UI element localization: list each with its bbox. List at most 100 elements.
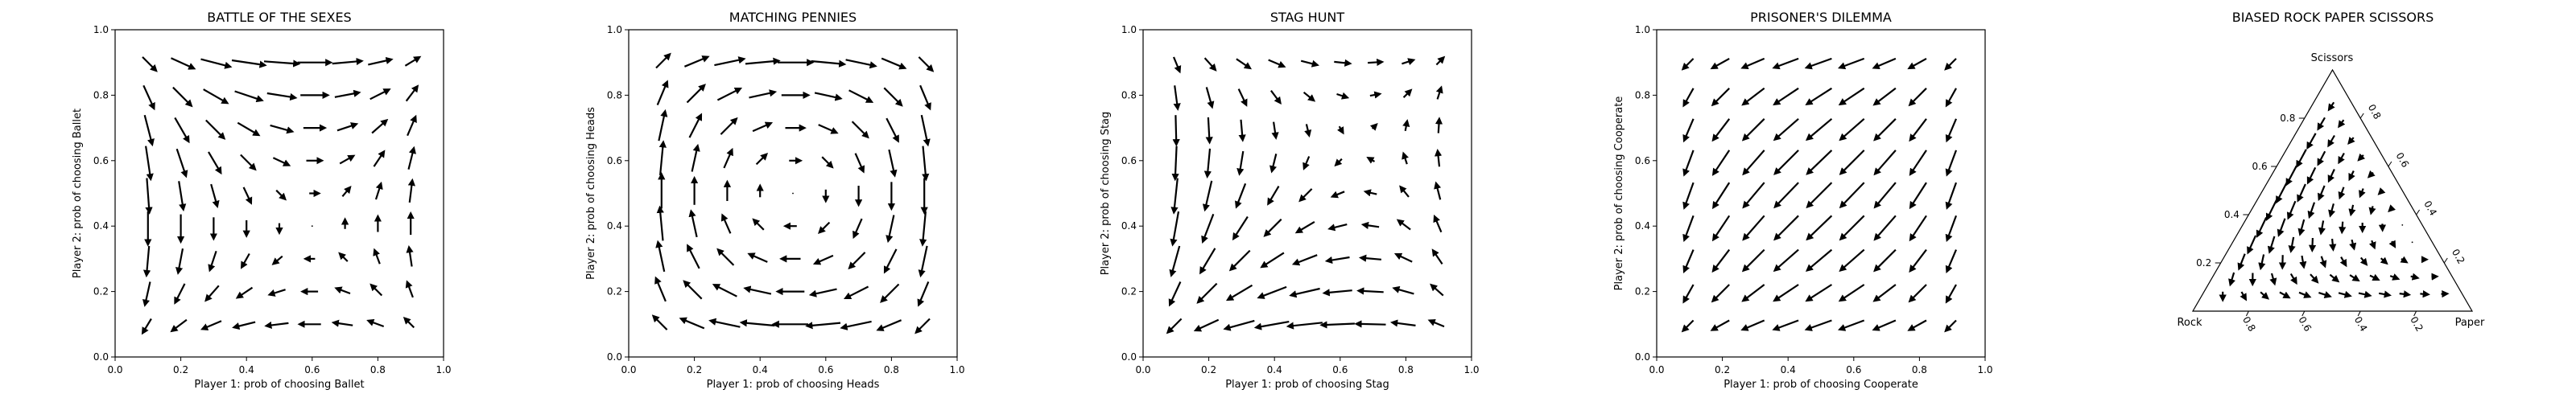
quiver-arrow [656,80,669,106]
quiver-arrow [1806,215,1833,241]
quiver-arrow [1430,283,1444,297]
quiver-arrow [688,113,703,138]
quiver-arrow [1909,248,1927,273]
ternary-arrow [2298,291,2312,298]
ternary-arrow [2358,290,2372,298]
quiver-arrow [1908,88,1927,107]
quiver-arrow [369,88,391,100]
quiver-arrow [204,285,220,302]
ternary-arrow [2319,256,2327,269]
quiver-arrow [311,225,313,228]
panel-3-arrows [1166,55,1446,334]
quiver-arrow [1907,319,1927,331]
quiver-arrow [1873,215,1897,241]
quiver-arrow [1171,146,1179,182]
y-tick-label: 0.2 [93,286,109,297]
quiver-arrow [339,154,356,165]
quiver-arrow [366,318,385,328]
ternary-arrow [2338,152,2345,165]
quiver-arrow [402,316,415,329]
quiver-arrow [688,209,698,238]
quiver-arrow [1682,215,1695,243]
quiver-arrow [175,248,184,275]
quiver-arrow [368,56,394,66]
quiver-arrow [1236,58,1253,70]
quiver-arrow [1435,148,1443,167]
quiver-arrow [1358,254,1381,262]
panel-1-ticks: 0.0 0.2 0.4 0.6 0.8 1.0 0.0 0.2 0.4 0.6 0.8 1.0 [93,24,452,375]
quiver-arrow [888,149,898,178]
ternary-arrow [2328,203,2336,218]
ternary-arrow [2359,188,2366,199]
ternary-arrow [2256,217,2268,238]
x-tick-label: 1.0 [949,364,964,375]
quiver-arrow [1253,321,1290,330]
quiver-arrow [1839,182,1865,209]
quiver-arrow [1399,185,1410,198]
ternary-arrow [2279,291,2291,299]
ternary-arrow [2276,182,2288,204]
quiver-arrow [1805,248,1833,272]
quiver-arrow [1710,319,1730,331]
quiver-arrow [143,114,155,147]
quiver-arrow [1682,118,1695,143]
panel-4-arrows [1681,57,1958,333]
ternary-arrow [2277,218,2286,237]
quiver-arrow [1294,220,1315,234]
quiver-arrow [658,109,668,142]
quiver-arrow [1289,287,1320,298]
quiver-arrow [1322,289,1352,297]
quiver-arrow [1772,57,1799,70]
ternary-arrow [2389,273,2401,281]
quiver-arrow [1773,182,1799,209]
x-tick-label: 0.8 [1398,364,1414,375]
quiver-arrow [200,320,222,330]
panel-2-xlabel: Player 1: prob of choosing Heads [707,379,880,391]
quiver-arrow [1742,182,1765,209]
right-axis-tick-label: 0.6 [2394,150,2412,170]
quiver-arrow [1205,117,1213,145]
quiver-arrow [1773,248,1799,273]
quiver-arrow [1682,182,1695,210]
quiver-arrow [1270,90,1282,105]
ternary-arrow [2260,291,2269,300]
bottom-axis-tick-label: 0.8 [2240,314,2258,334]
quiver-arrow [1368,58,1385,67]
panel-3-title: STAG HUNT [1270,10,1345,25]
quiver-arrow [1740,319,1765,331]
x-tick-label: 0.6 [1332,364,1348,375]
quiver-arrow [1742,150,1765,176]
quiver-arrow [336,122,359,132]
y-tick-label: 0.2 [1635,286,1650,297]
quiver-arrow [687,244,700,269]
right-axis-tick-label: 0.2 [2450,247,2467,266]
panel-4-title: PRISONER'S DILEMMA [1750,10,1892,25]
quiver-arrow [235,286,254,299]
y-tick-label: 1.0 [1121,24,1137,35]
quiver-arrow [1199,248,1216,275]
quiver-arrow [1873,150,1897,176]
quiver-arrow [1369,91,1382,99]
ternary-arrow [2297,183,2306,203]
quiver-arrow [917,281,930,307]
bottom-axis-tick-mark [2245,310,2249,317]
quiver-arrow [1742,215,1765,241]
quiver-arrow [1389,319,1416,327]
quiver-arrow [1431,248,1443,265]
quiver-arrow [1366,156,1376,164]
panel-5-title: BIASED ROCK PAPER SCISSORS [2232,10,2434,25]
quiver-arrow [1773,117,1799,142]
ternary-arrow [2411,241,2413,244]
quiver-arrow [656,205,664,241]
quiver-arrow [1300,59,1319,68]
quiver-arrow [175,148,188,178]
quiver-arrow [208,151,222,175]
ternary-arrow [2267,236,2276,254]
quiver-arrow [1302,91,1316,102]
quiver-arrow [1336,125,1344,135]
panel-4-axes-frame [1656,29,1986,358]
quiver-arrow [145,146,154,182]
quiver-arrow [264,321,289,330]
quiver-arrow [266,92,298,101]
